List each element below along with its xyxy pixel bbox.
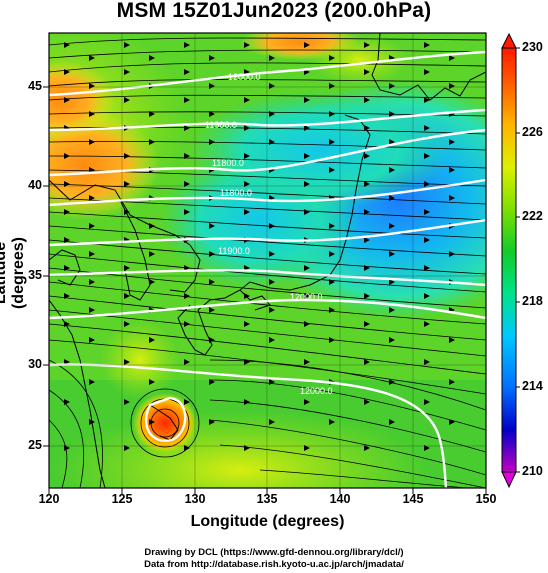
contour-label: 12000.0	[228, 72, 261, 82]
colorbar-tick-label: 226	[522, 125, 543, 139]
credit-drawing: Drawing by DCL (https://www.gfd-dennou.o…	[144, 547, 404, 558]
x-tick-label: 125	[111, 492, 133, 506]
x-tick-label: 145	[402, 492, 424, 506]
temperature-field	[49, 33, 486, 488]
x-tick-label: 140	[329, 492, 351, 506]
coastlines	[49, 33, 486, 488]
x-tick-label: 135	[256, 492, 278, 506]
contour-label: 11800.0	[212, 158, 244, 168]
colorbar-tick-label: 210	[522, 464, 543, 478]
wind-arrows	[64, 42, 455, 451]
chart-title: MSM 15Z01Jun2023 (200.0hPa)	[116, 0, 432, 22]
height-contours	[49, 50, 486, 488]
colorbar-tick-label: 218	[522, 294, 543, 308]
y-tick-label: 25	[28, 438, 42, 452]
x-tick-label: 150	[475, 492, 497, 506]
contour-label: 11800.0	[220, 188, 252, 198]
x-tick-label: 130	[184, 492, 206, 506]
colorbar-tick-label: 222	[522, 209, 543, 223]
y-axis-label: Latitude (degrees)	[0, 236, 27, 310]
x-tick-label: 120	[38, 492, 60, 506]
contour-label: 11900.0	[205, 120, 237, 130]
y-tick-label: 30	[28, 357, 42, 371]
x-axis-label: Longitude (degrees)	[190, 513, 345, 530]
colorbar	[501, 32, 520, 489]
credit-data-source: Data from http://database.rish.kyoto-u.a…	[144, 559, 404, 570]
colorbar-tick-label: 214	[522, 379, 543, 393]
contour-label: 12000.0	[300, 386, 333, 396]
contour-label: 12000.0	[290, 292, 323, 302]
y-tick-label: 40	[28, 178, 42, 192]
colorbar-tick-label: 230	[522, 40, 543, 54]
y-tick-label: 35	[28, 268, 42, 282]
wind-streamlines	[49, 37, 486, 488]
y-tick-label: 45	[28, 79, 42, 93]
contour-label: 11900.0	[218, 246, 250, 256]
